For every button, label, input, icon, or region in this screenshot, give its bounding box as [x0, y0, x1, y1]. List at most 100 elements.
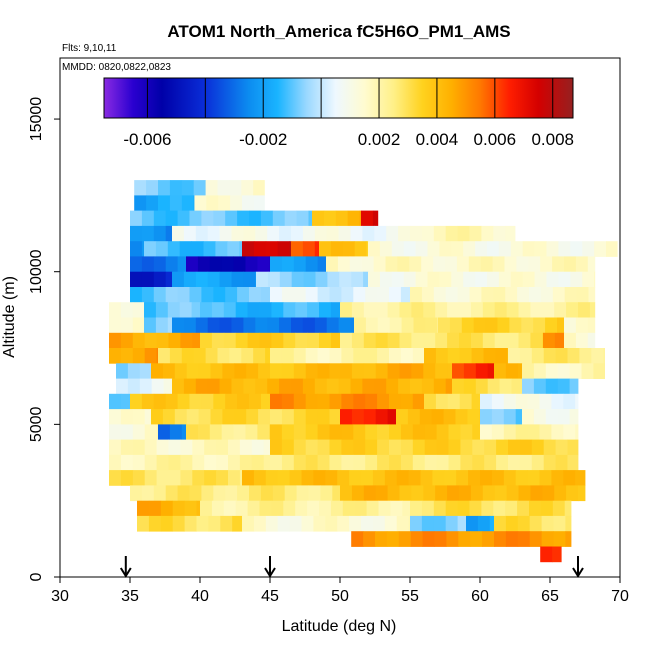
heatmap-cell	[116, 378, 129, 395]
heatmap-cell	[591, 348, 604, 364]
heatmap-cell	[487, 271, 500, 288]
heatmap-cell	[329, 424, 342, 441]
heatmap-cell	[267, 225, 280, 242]
heatmap-cell	[337, 515, 350, 532]
heatmap-cell	[567, 439, 579, 456]
heatmap-cell	[216, 454, 229, 471]
heatmap-cell	[183, 225, 197, 242]
heatmap-cell	[377, 439, 390, 456]
heatmap-cell	[396, 470, 409, 486]
heatmap-cell	[305, 409, 318, 425]
heatmap-cell	[255, 271, 257, 288]
heatmap-cell	[215, 241, 228, 257]
heatmap-cell	[551, 424, 564, 441]
heatmap-cell	[216, 470, 229, 486]
heatmap-cell	[340, 302, 353, 318]
colorbar-tick-label: 0.002	[358, 130, 401, 149]
heatmap-cell	[467, 409, 480, 425]
heatmap-cell	[539, 424, 552, 441]
heatmap-cell	[293, 439, 307, 456]
heatmap-cell	[470, 485, 484, 502]
heatmap-cell	[144, 470, 157, 486]
heatmap-cell	[139, 363, 152, 379]
heatmap-cell	[283, 332, 296, 349]
heatmap-cell	[433, 500, 447, 517]
heatmap-cell	[281, 454, 295, 471]
heatmap-cell	[195, 317, 209, 334]
heatmap-cell	[519, 348, 533, 364]
heatmap-cell	[469, 287, 482, 303]
heatmap-cell	[473, 317, 486, 334]
heatmap-cell	[237, 485, 250, 502]
heatmap-cell	[443, 409, 456, 425]
heatmap-cell	[249, 485, 262, 502]
heatmap-cell	[435, 332, 448, 349]
heatmap-cell	[410, 531, 423, 547]
heatmap-cell	[247, 332, 260, 349]
heatmap-cell	[353, 348, 366, 364]
heatmap-cell	[519, 439, 533, 456]
heatmap-cell	[153, 485, 167, 502]
heatmap-cell	[247, 302, 260, 318]
heatmap-cell	[415, 271, 428, 288]
heatmap-cell	[457, 515, 467, 532]
heatmap-cell	[222, 363, 235, 379]
heatmap-cell	[389, 287, 402, 303]
heatmap-cell	[234, 363, 247, 379]
heatmap-cell	[435, 393, 449, 410]
heatmap-cell	[169, 348, 183, 364]
heatmap-cell	[459, 348, 472, 364]
heatmap-cell	[340, 332, 353, 349]
heatmap-cell	[361, 256, 374, 273]
heatmap-cell	[130, 210, 143, 227]
heatmap-cell	[156, 424, 159, 441]
heatmap-cell	[527, 470, 540, 486]
heatmap-cell	[130, 485, 143, 502]
heatmap-cell	[411, 363, 424, 379]
heatmap-cell	[271, 302, 284, 318]
heatmap-cell	[435, 348, 449, 364]
heatmap-cell	[340, 485, 353, 502]
heatmap-cell	[305, 439, 318, 456]
heatmap-cell	[325, 470, 338, 486]
heatmap-cell	[494, 302, 507, 318]
heatmap-cell	[305, 256, 318, 273]
heatmap-cell	[546, 241, 559, 257]
heatmap-cell	[267, 378, 280, 395]
heatmap-cell	[480, 424, 493, 441]
heatmap-cell	[552, 500, 566, 517]
heatmap-cell	[165, 393, 178, 410]
heatmap-cell	[217, 180, 230, 196]
heatmap-cell	[245, 424, 258, 441]
heatmap-cell	[529, 287, 542, 303]
heatmap-cell	[399, 363, 412, 379]
heatmap-cell	[361, 470, 374, 486]
heatmap-cell	[116, 363, 129, 379]
heatmap-cell	[351, 363, 365, 379]
colorbar-tick-labels: -0.006 -0.002 0.002 0.004 0.006 0.008	[123, 130, 574, 149]
heatmap-cell	[293, 348, 307, 364]
heatmap-cell	[503, 470, 517, 486]
heatmap-cell	[389, 348, 402, 364]
heatmap-cell	[137, 515, 150, 532]
heatmap-cell	[169, 424, 183, 441]
heatmap-cell	[165, 271, 173, 288]
heatmap-cell	[205, 180, 218, 196]
heatmap-cell	[256, 271, 269, 288]
heatmap-cell	[207, 225, 220, 242]
heatmap-cell	[579, 348, 592, 364]
heatmap-cell	[603, 348, 605, 364]
heatmap-cell	[365, 287, 378, 303]
heatmap-cell	[435, 363, 448, 379]
heatmap-cell	[195, 271, 209, 288]
heatmap-cell	[457, 225, 470, 242]
heatmap-cell	[564, 332, 577, 349]
heatmap-cell	[270, 287, 283, 303]
heatmap-cell	[239, 454, 253, 471]
heatmap-cell	[363, 302, 377, 318]
heatmap-cell	[403, 241, 416, 257]
heatmap-cell	[156, 470, 169, 486]
heatmap-cell	[296, 485, 309, 502]
heatmap-cell	[456, 256, 470, 273]
heatmap-cell	[436, 454, 449, 471]
